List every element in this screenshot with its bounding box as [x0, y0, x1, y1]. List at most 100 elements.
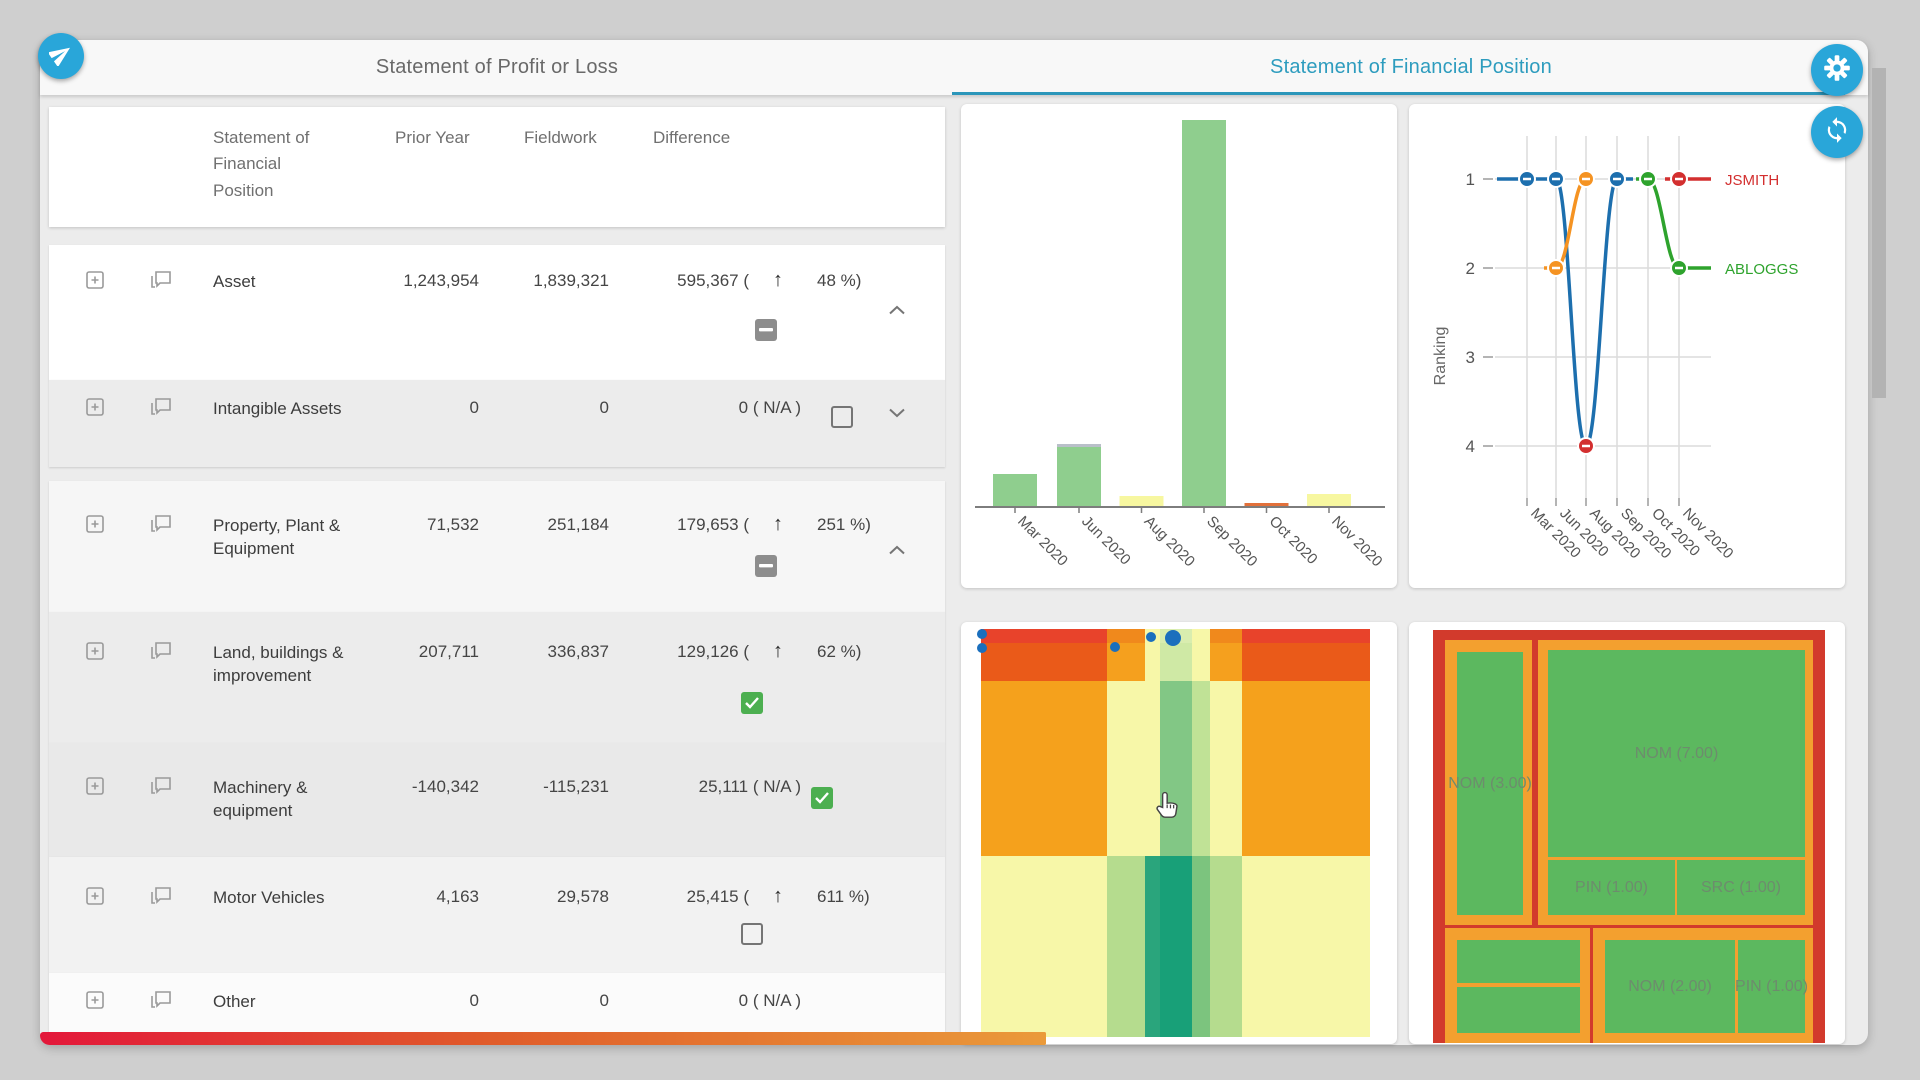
expand-row-icon[interactable] [84, 640, 106, 667]
heatmap-cell[interactable] [1145, 681, 1160, 856]
heatmap-cell[interactable] [1160, 681, 1192, 856]
navigate-button[interactable] [38, 33, 84, 79]
treemap-cell[interactable] [1457, 987, 1580, 1033]
scrollbar-thumb[interactable] [1872, 68, 1886, 398]
treemap-cell[interactable]: PIN (1.00) [1735, 940, 1808, 1033]
treemap-cell[interactable]: PIN (1.00) [1548, 860, 1675, 915]
heatmap-panel [961, 622, 1397, 1044]
difference-value: 595,367 ( [677, 271, 749, 290]
prior-year-value: 4,163 [436, 887, 479, 906]
heatmap-cell[interactable] [1242, 681, 1370, 856]
treemap-cell[interactable]: SRC (1.00) [1677, 860, 1805, 915]
treemap-cell[interactable]: NOM (3.00) [1448, 652, 1532, 915]
comment-icon[interactable] [148, 269, 173, 297]
heatmap-cell[interactable] [981, 856, 1107, 1037]
sync-refresh-icon [1823, 116, 1851, 149]
treemap-cell[interactable]: NOM (7.00) [1548, 650, 1805, 857]
expand-row-icon[interactable] [84, 989, 106, 1016]
difference-checkbox[interactable] [831, 406, 853, 428]
bar-mar-2020[interactable] [993, 474, 1037, 506]
y-tick-label: 4 [1466, 437, 1475, 456]
refresh-button[interactable] [1811, 106, 1863, 158]
comment-icon[interactable] [148, 640, 173, 668]
settings-button[interactable] [1811, 44, 1863, 96]
y-tick-label: 3 [1466, 348, 1475, 367]
heatmap-cell[interactable] [1210, 629, 1242, 643]
row-label: Intangible Assets [213, 399, 342, 418]
comment-icon[interactable] [148, 513, 173, 541]
heatmap-cell[interactable] [1107, 856, 1145, 1037]
heatmap-cell[interactable] [1160, 856, 1192, 1037]
x-tick-label: Nov 2020 [1328, 513, 1385, 570]
difference-checkbox[interactable] [755, 319, 777, 341]
expand-row-icon[interactable] [84, 396, 106, 423]
heatmap-cell[interactable] [1192, 643, 1210, 681]
expand-row-icon[interactable] [84, 885, 106, 912]
heatmap-cell[interactable] [1192, 681, 1210, 856]
bar-oct-2020[interactable] [1244, 503, 1289, 506]
tab-statement-of-financial-position[interactable]: Statement of Financial Position [1270, 56, 1552, 78]
heatmap-cell[interactable] [1160, 643, 1192, 681]
x-tick-label: Mar 2020 [1014, 513, 1071, 570]
comment-icon[interactable] [148, 775, 173, 803]
heatmap-cell[interactable] [981, 681, 1107, 856]
row-label: Property, Plant & Equipment [213, 516, 341, 558]
arrow-up-icon: ↑ [773, 269, 783, 291]
heatmap-cell[interactable] [1210, 681, 1242, 856]
scatter-dot[interactable] [1110, 642, 1120, 652]
heatmap-cell[interactable] [1242, 856, 1370, 1037]
heatmap-cell[interactable] [1192, 629, 1210, 643]
scatter-dot[interactable] [1146, 632, 1156, 642]
table-row: Other 0 0 0 ( N/A ) [49, 973, 945, 1035]
heatmap-cell[interactable] [981, 629, 1107, 643]
heatmap-cell[interactable] [1242, 643, 1370, 681]
row-label: Asset [213, 272, 256, 291]
expand-row-icon[interactable] [84, 269, 106, 296]
bar-sep-2020[interactable] [1182, 120, 1226, 506]
prior-year-value: 0 [469, 991, 479, 1010]
difference-checkbox[interactable] [741, 692, 763, 714]
treemap-cell[interactable] [1457, 940, 1580, 983]
comment-icon[interactable] [148, 885, 173, 913]
heatmap-cell[interactable] [1107, 629, 1145, 643]
difference-checkbox[interactable] [755, 555, 777, 577]
comment-icon[interactable] [148, 989, 173, 1017]
heatmap-cell[interactable] [1192, 856, 1210, 1037]
heatmap-cell[interactable] [1242, 629, 1370, 643]
treemap-panel: NOM (3.00) NOM (7.00) PIN (1.00) SRC (1.00)… [1409, 622, 1845, 1044]
expand-row-icon[interactable] [84, 513, 106, 540]
scatter-dot[interactable] [977, 643, 987, 653]
heatmap-cell[interactable] [1145, 643, 1160, 681]
bar-cap-segment[interactable] [1057, 444, 1101, 447]
bar-jun-2020[interactable] [1057, 447, 1101, 506]
fieldwork-value: 0 [599, 991, 609, 1010]
bar-chart-panel: Mar 2020 Jun 2020 Aug 2020 Sep 2020 Oct 2020… [961, 104, 1397, 588]
treemap-cell-label: NOM (2.00) [1628, 977, 1712, 995]
tab-bar: Statement of Profit or Loss Statement of… [40, 40, 1868, 95]
chevron-up-icon[interactable] [887, 543, 907, 561]
difference-percent: 611 %) [817, 887, 870, 906]
chevron-down-icon[interactable] [887, 406, 907, 424]
legend-jsmith[interactable]: JSMITH [1725, 172, 1779, 189]
y-tick-label: 2 [1466, 259, 1475, 278]
heatmap-cell[interactable] [981, 643, 1107, 681]
scatter-dot[interactable] [1165, 630, 1181, 646]
tab-statement-of-profit-or-loss[interactable]: Statement of Profit or Loss [375, 56, 619, 78]
heatmap-cell[interactable] [1107, 681, 1145, 856]
treemap-cell-label: NOM (3.00) [1448, 774, 1532, 792]
treemap-cell[interactable]: NOM (2.00) [1605, 940, 1735, 1033]
difference-checkbox[interactable] [741, 923, 763, 945]
bar-aug-2020[interactable] [1119, 496, 1164, 506]
heatmap-cell[interactable] [1210, 643, 1242, 681]
chevron-up-icon[interactable] [887, 303, 907, 321]
legend-abloggs[interactable]: ABLOGGS [1725, 261, 1798, 278]
bar-nov-2020[interactable] [1307, 494, 1351, 506]
heatmap-cell[interactable] [1210, 856, 1242, 1037]
heatmap-cell[interactable] [1145, 856, 1160, 1037]
comment-icon[interactable] [148, 396, 173, 424]
scatter-dot[interactable] [977, 629, 987, 639]
prior-year-value: 71,532 [427, 515, 479, 534]
expand-row-icon[interactable] [84, 775, 106, 802]
difference-checkbox[interactable] [811, 787, 833, 809]
column-header-fieldwork: Fieldwork [524, 128, 597, 147]
